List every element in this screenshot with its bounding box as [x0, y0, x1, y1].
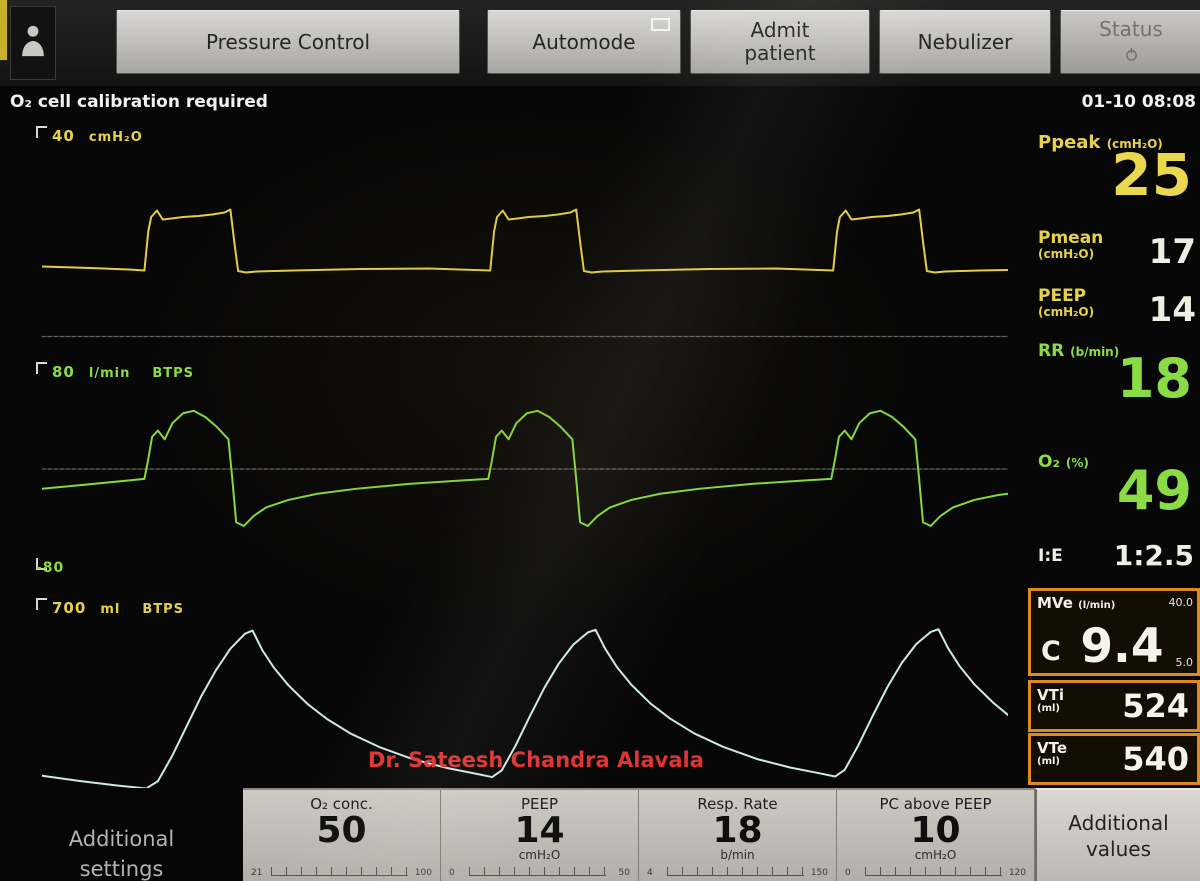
automode-label: Automode [532, 29, 636, 54]
additional-values-line2: values [1085, 836, 1152, 861]
standby-icon [1125, 43, 1138, 66]
flow-min-label: -80 [36, 560, 65, 576]
vte-label: VTe (ml) [1037, 739, 1068, 767]
vte-value: 540 [1122, 740, 1189, 778]
vti-value: 524 [1122, 687, 1189, 725]
mve-value: 9.4 [1080, 619, 1164, 674]
status-button[interactable]: Status [1060, 10, 1200, 74]
volume-waveform [42, 596, 1008, 796]
mve-box[interactable]: MVe (l/min) 40.0 5.0 C 9.4 [1028, 588, 1200, 676]
vte-box[interactable]: VTe (ml) 540 [1028, 733, 1200, 785]
scale-min: 0 [845, 868, 851, 878]
clock: 01-10 08:08 [1081, 92, 1196, 112]
scale-ticks [271, 867, 408, 876]
ppeak-label: Ppeak (cmH₂O) [1038, 132, 1163, 153]
status-label: Status [1099, 17, 1163, 41]
o2-label: O₂ (%) [1038, 452, 1089, 472]
pressure-waveform [42, 124, 1008, 344]
mve-prefix: C [1041, 636, 1061, 667]
ie-ratio-value: 1:2.5 [1113, 539, 1194, 572]
pmean-value: 17 [1148, 232, 1196, 272]
pressure-axis-bracket [36, 126, 47, 138]
flow-waveform-panel [42, 360, 1008, 578]
setting-pc-above-peep[interactable]: PC above PEEP 10 cmH₂O 0 120 [837, 790, 1035, 881]
setting-value: 14 [514, 810, 565, 851]
scale-ticks [667, 867, 804, 876]
scale-max: 100 [414, 868, 432, 878]
vti-box[interactable]: VTi (ml) 524 [1028, 680, 1200, 732]
flow-axis-bracket-bottom [36, 558, 47, 570]
volume-axis-bracket [36, 598, 47, 610]
setting-value: 50 [316, 810, 367, 851]
setting-label: PC above PEEP [879, 795, 992, 813]
mve-label: MVe (l/min) [1037, 594, 1116, 612]
scale-max: 120 [1008, 868, 1026, 878]
alert-message: O₂ cell calibration required [10, 92, 268, 112]
setting-value: 18 [712, 810, 763, 851]
rr-value: 18 [1116, 347, 1192, 410]
automode-button[interactable]: Automode [487, 10, 681, 74]
setting-label: PEEP [520, 795, 559, 813]
setting-unit: cmH₂O [518, 848, 561, 862]
scale-ticks [865, 867, 1002, 876]
patient-category-button[interactable] [10, 6, 56, 80]
setting-unit: cmH₂O [914, 848, 957, 862]
volume-scale-label: 700 ml BTPS [52, 599, 184, 617]
setting-peep[interactable]: PEEP 14 cmH₂O 0 50 [441, 790, 639, 881]
additional-values-line1: Additional [1068, 810, 1169, 835]
mve-alarm-low: 5.0 [1175, 656, 1194, 669]
watermark: Dr. Sateesh Chandra Alavala [368, 748, 704, 772]
setting-scale: 21 100 [251, 865, 432, 878]
flow-scale-label: 80 l/min BTPS [52, 363, 195, 381]
setting-label: Resp. Rate [697, 795, 778, 813]
flow-waveform [42, 360, 1008, 578]
additional-values-button[interactable]: Additional values [1035, 788, 1200, 881]
admit-patient-label: Admit patient [744, 18, 816, 65]
scale-min: 0 [449, 868, 455, 878]
peep-measured-value: 14 [1148, 290, 1196, 330]
vti-label: VTi (ml) [1037, 686, 1064, 714]
setting-label: O₂ conc. [310, 795, 373, 813]
scale-max: 50 [618, 868, 630, 878]
nebulizer-button[interactable]: Nebulizer [879, 10, 1051, 74]
setting-value: 10 [910, 810, 961, 851]
ie-ratio-label: I:E [1038, 546, 1063, 566]
setting-scale: 0 120 [845, 865, 1026, 878]
additional-settings-line2: settings [79, 857, 164, 881]
scale-min: 21 [251, 868, 263, 878]
setting-resp-rate[interactable]: Resp. Rate 18 b/min 4 150 [639, 790, 837, 881]
rr-label: RR (b/min) [1038, 341, 1120, 361]
flow-axis-bracket [36, 362, 47, 374]
scale-ticks [469, 867, 606, 876]
setting-scale: 0 50 [449, 865, 630, 878]
o2-value: 49 [1116, 459, 1192, 522]
setting-unit: b/min [720, 848, 755, 862]
mode-button-label: Pressure Control [205, 29, 371, 54]
setting-scale: 4 150 [647, 865, 828, 878]
volume-waveform-panel [42, 596, 1008, 796]
admit-patient-button[interactable]: Admit patient [690, 10, 870, 74]
mve-alarm-high: 40.0 [1168, 596, 1194, 609]
additional-settings-line1: Additional [68, 827, 175, 851]
setting-o2-conc[interactable]: O₂ conc. 50 21 100 [243, 790, 441, 881]
settings-strip: O₂ conc. 50 21 100 PEEP 14 cmH₂O 0 50 Re… [243, 788, 1035, 881]
scale-min: 4 [647, 868, 653, 878]
mode-button-pressure-control[interactable]: Pressure Control [116, 10, 460, 74]
bezel-strip [0, 0, 7, 60]
peep-measured-label: PEEP (cmH₂O) [1038, 286, 1095, 320]
nebulizer-label: Nebulizer [917, 29, 1013, 54]
patient-icon [20, 23, 46, 63]
additional-settings-button[interactable]: Additional settings [0, 788, 243, 881]
automode-indicator-icon [651, 18, 670, 31]
pressure-waveform-panel [42, 124, 1008, 344]
top-bar: Pressure Control Automode Admit patient … [0, 0, 1200, 86]
ppeak-value: 25 [1111, 141, 1192, 209]
scale-max: 150 [810, 868, 828, 878]
pressure-scale-label: 40 cmH₂O [52, 127, 143, 145]
pmean-label: Pmean (cmH₂O) [1038, 228, 1104, 262]
